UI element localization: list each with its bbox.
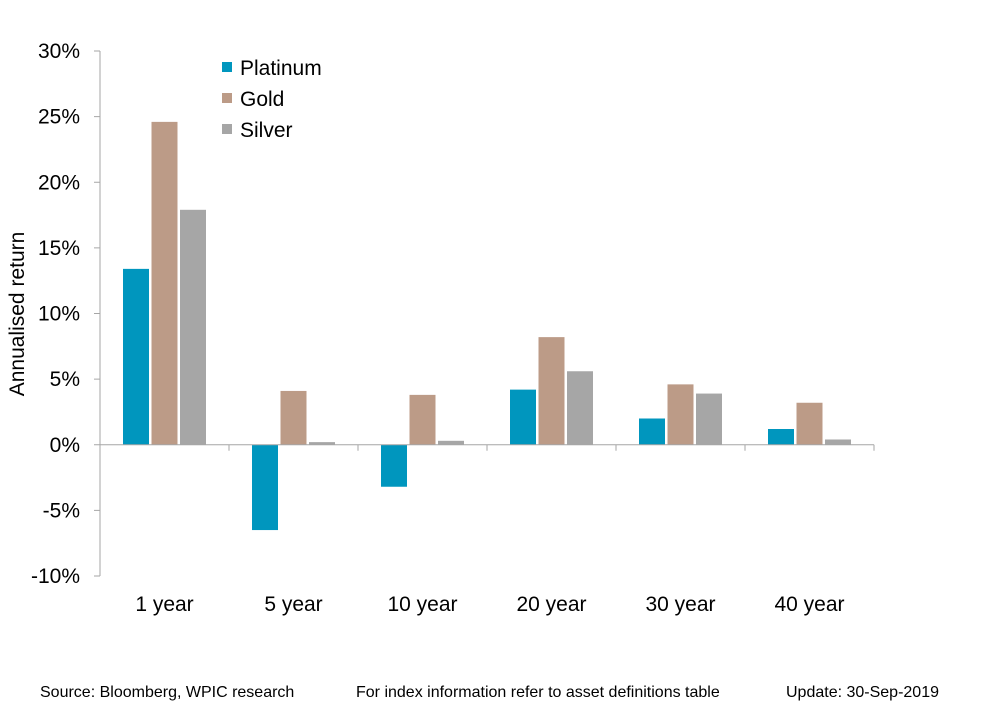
y-tick-label: 25% [38, 106, 80, 129]
y-tick-label: 0% [50, 434, 80, 457]
bar-gold [667, 384, 694, 445]
x-tick-label: 40 year [774, 593, 844, 616]
bar-platinum [252, 444, 278, 531]
y-axis-ticks: -10% -5% 0% 5% 10% 15% 20% 25% 30% [31, 40, 101, 588]
legend-swatch-platinum [222, 62, 232, 72]
bar-silver [438, 440, 464, 445]
bar-gold [796, 402, 823, 445]
bar-gold [538, 337, 565, 445]
footer-info: For index information refer to asset def… [356, 684, 720, 701]
bar-platinum [381, 444, 407, 487]
legend-label-silver: Silver [240, 119, 293, 142]
y-tick-label: 15% [38, 237, 80, 260]
bar-gold [409, 394, 436, 445]
x-tick-label: 1 year [135, 593, 193, 616]
bar-platinum [123, 268, 149, 445]
y-axis-title: Annualised return [6, 232, 29, 397]
y-tick-label: -5% [43, 499, 80, 522]
bar-gold [151, 121, 178, 445]
bar-silver [180, 209, 206, 445]
y-tick-label: -10% [31, 565, 80, 588]
footer-source: Source: Bloomberg, WPIC research [40, 684, 295, 701]
y-tick-label: 30% [38, 40, 80, 63]
x-tick-label: 10 year [387, 593, 457, 616]
bar-silver [825, 439, 851, 445]
y-tick-label: 10% [38, 303, 80, 326]
legend-swatch-silver [222, 124, 232, 134]
bar-silver [696, 393, 722, 445]
footer-update: Update: 30-Sep-2019 [786, 684, 939, 701]
bar-platinum [510, 389, 536, 445]
bars [123, 121, 851, 531]
bar-silver [567, 371, 593, 445]
x-tick-label: 30 year [645, 593, 715, 616]
bar-platinum [768, 429, 794, 445]
x-tick-label: 5 year [264, 593, 322, 616]
bar-platinum [639, 418, 665, 445]
y-tick-label: 5% [50, 368, 80, 391]
legend-label-platinum: Platinum [240, 57, 322, 80]
bar-gold [280, 390, 307, 445]
bar-silver [309, 442, 335, 445]
x-axis-labels: 1 year 5 year 10 year 20 year 30 year 40 year [135, 593, 844, 616]
legend-label-gold: Gold [240, 88, 284, 111]
y-tick-label: 20% [38, 171, 80, 194]
x-tick-label: 20 year [516, 593, 586, 616]
x-axis [99, 444, 875, 451]
legend: Platinum Gold Silver [222, 57, 322, 142]
legend-swatch-gold [222, 93, 232, 103]
